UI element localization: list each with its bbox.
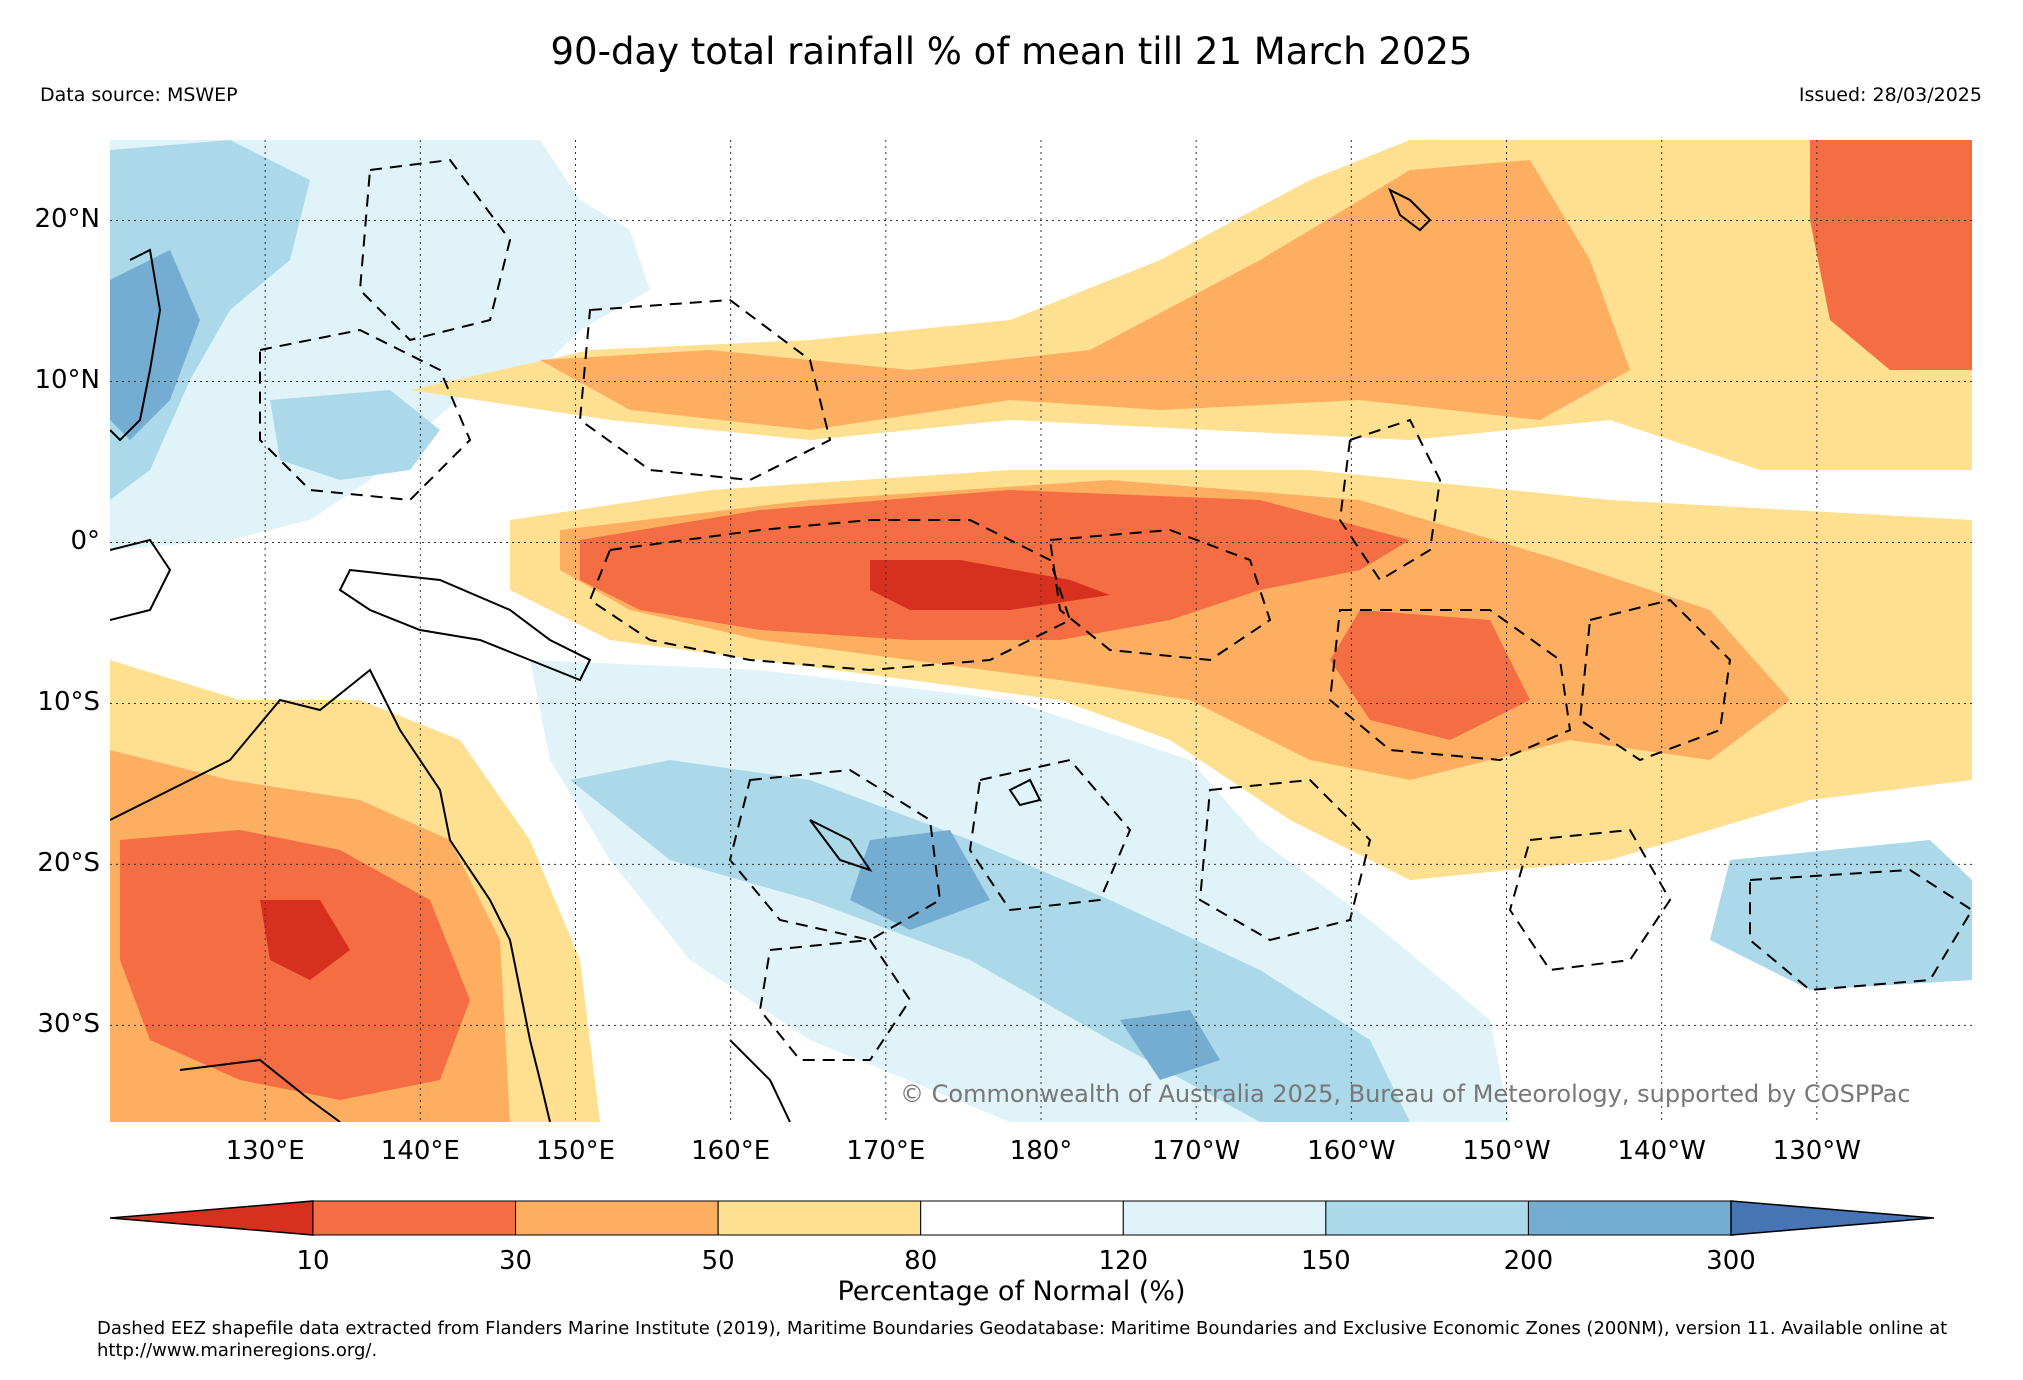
colorbar-label: Percentage of Normal (%) bbox=[837, 1276, 1186, 1307]
very-dry-region-central bbox=[1330, 610, 1530, 740]
longitude-label: 160°W bbox=[1307, 1136, 1396, 1166]
colorbar-bin bbox=[1527, 1200, 1732, 1236]
longitude-label: 140°E bbox=[380, 1136, 460, 1166]
latitude-label: 20°S bbox=[37, 848, 100, 879]
longitude-label: 130°W bbox=[1772, 1136, 1861, 1166]
wet-region-southeast bbox=[1710, 840, 1972, 990]
latitude-label: 30°S bbox=[37, 1009, 100, 1040]
latitude-label: 10°N bbox=[34, 365, 100, 396]
eez-boundary bbox=[1338, 418, 1442, 582]
latitude-label: 20°N bbox=[34, 204, 100, 235]
eez-boundary bbox=[588, 519, 1072, 672]
latitude-label: 0° bbox=[70, 526, 100, 557]
colorbar-tick-label: 10 bbox=[296, 1246, 330, 1276]
coastline-hawaii bbox=[1388, 187, 1432, 232]
latitude-label: 10°S bbox=[37, 687, 100, 718]
colorbar-bin bbox=[1325, 1200, 1529, 1236]
dry-band-north bbox=[540, 160, 1630, 430]
wet-core-south-2 bbox=[1120, 1010, 1220, 1080]
gridlines bbox=[110, 140, 1972, 1122]
footnote: Dashed EEZ shapefile data extracted from… bbox=[97, 1318, 1948, 1361]
longitude-label: 150°W bbox=[1462, 1136, 1551, 1166]
colorbar-tick-label: 50 bbox=[701, 1246, 735, 1276]
wet-core-south bbox=[850, 830, 990, 930]
longitude-label: 170°W bbox=[1151, 1136, 1241, 1166]
coastline-australia-south bbox=[179, 1058, 341, 1122]
eez-boundary bbox=[1508, 828, 1672, 972]
coastline-borneo bbox=[110, 538, 172, 621]
eez-boundary bbox=[259, 328, 472, 502]
coastline-australia bbox=[110, 668, 551, 1122]
eez-boundary bbox=[1048, 528, 1272, 662]
longitude-label: 140°W bbox=[1617, 1136, 1706, 1166]
extreme-dry-core bbox=[870, 560, 1110, 610]
map-title: 90-day total rainfall % of mean till 21 … bbox=[550, 30, 1473, 73]
eez-boundary bbox=[358, 158, 512, 342]
longitude-label: 150°E bbox=[535, 1136, 616, 1166]
coastline-philippines bbox=[110, 248, 162, 442]
longitude-label: 160°E bbox=[691, 1136, 771, 1166]
very-dry-band-equator bbox=[580, 490, 1410, 640]
colorbar-tick-label: 30 bbox=[499, 1246, 533, 1276]
coastline-new-guinea bbox=[338, 568, 592, 682]
eez-boundary bbox=[578, 298, 832, 482]
eez-boundary bbox=[1328, 609, 1572, 762]
colorbar-tick-label: 150 bbox=[1301, 1246, 1351, 1276]
rainfall-map-canvas bbox=[110, 140, 1972, 1122]
very-dry-region-east bbox=[1810, 140, 1972, 370]
eez-boundary bbox=[758, 938, 912, 1061]
longitude-label: 180° bbox=[1009, 1136, 1073, 1166]
colorbar-tick-label: 300 bbox=[1706, 1246, 1756, 1276]
colorbar-tick-label: 80 bbox=[904, 1246, 938, 1276]
eez-boundaries bbox=[259, 158, 1972, 1061]
eez-boundary bbox=[968, 758, 1132, 912]
colorbar-bin bbox=[312, 1200, 517, 1236]
colorbar-extend-high bbox=[1730, 1200, 1935, 1236]
colorbar bbox=[110, 1200, 1935, 1236]
longitude-label: 130°E bbox=[225, 1136, 305, 1166]
colorbar-bin bbox=[717, 1200, 922, 1236]
coastline-new-zealand bbox=[729, 1039, 791, 1122]
eez-boundary bbox=[1198, 778, 1372, 942]
longitude-label: 170°E bbox=[846, 1136, 926, 1166]
above-normal-region-micronesia bbox=[270, 390, 440, 480]
issued-date-label: Issued: 28/03/2025 bbox=[1798, 84, 1982, 106]
coastlines bbox=[110, 187, 1432, 1122]
colorbar-tick-label: 200 bbox=[1503, 1246, 1554, 1276]
data-source-label: Data source: MSWEP bbox=[40, 84, 238, 106]
colorbar-bin bbox=[1122, 1200, 1327, 1236]
colorbar-tick-label: 120 bbox=[1098, 1246, 1149, 1276]
colorbar-bin bbox=[515, 1200, 719, 1236]
eez-boundary bbox=[1578, 598, 1732, 762]
coastline-fiji bbox=[1008, 778, 1042, 807]
extreme-dry-region-australia bbox=[260, 900, 350, 980]
copyright-notice: © Commonwealth of Australia 2025, Bureau… bbox=[900, 1080, 1911, 1108]
rainfall-map bbox=[110, 140, 1972, 1122]
coastline-new-caledonia bbox=[809, 819, 873, 872]
eez-boundary bbox=[1749, 868, 1972, 992]
colorbar-bin bbox=[920, 1200, 1124, 1236]
colorbar-extend-low bbox=[110, 1200, 314, 1236]
